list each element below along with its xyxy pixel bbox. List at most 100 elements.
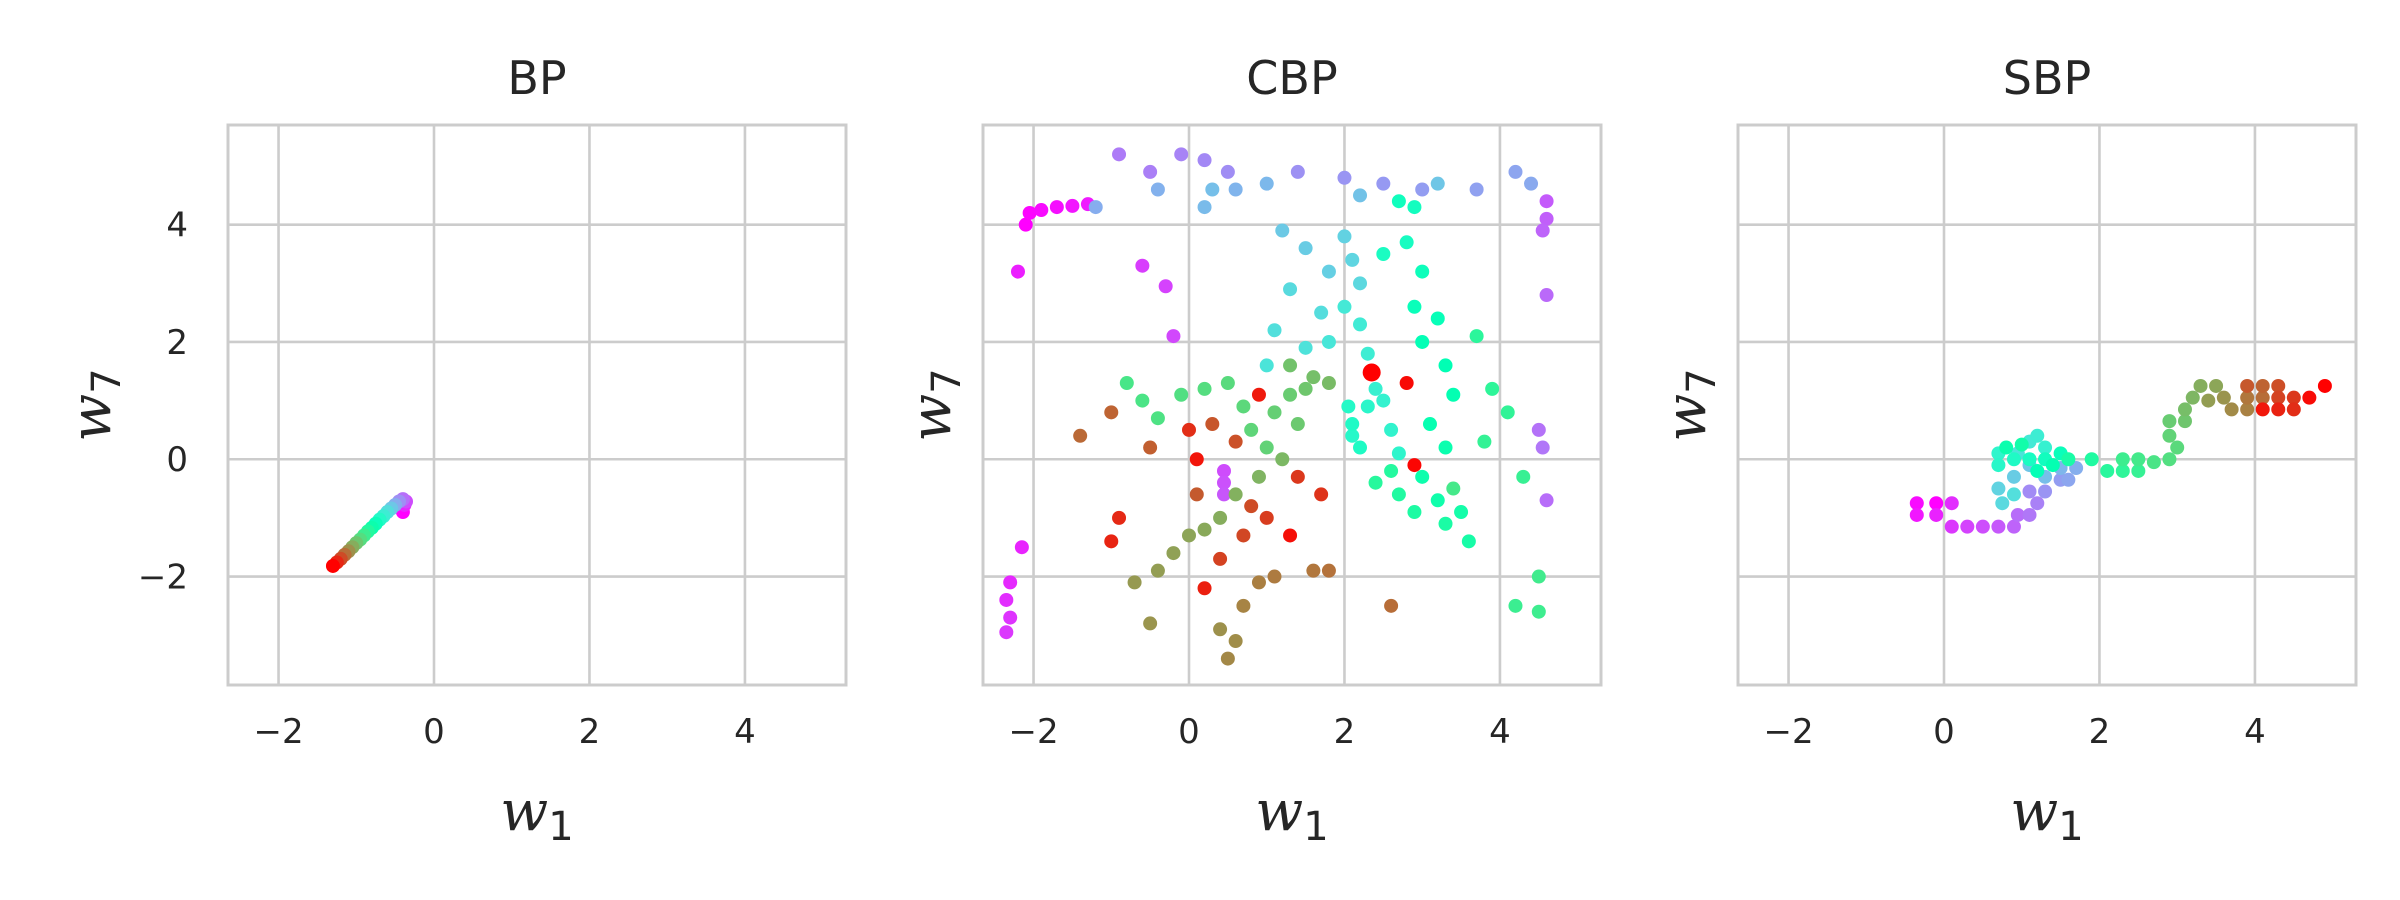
x-axis-label-sbp: w1 (2010, 779, 2083, 850)
data-point (1267, 569, 1282, 584)
data-point (1524, 176, 1539, 191)
subplot-sbp: −2 0 2 4 SBP w1 w7 (1654, 51, 2358, 850)
plot-area-sbp (1738, 125, 2356, 685)
data-point (2170, 440, 2185, 455)
data-point (2317, 378, 2332, 393)
data-point (2115, 463, 2130, 478)
y-axis-label-subscript-cbp: 7 (924, 368, 970, 393)
data-point (2006, 519, 2021, 534)
data-point (1314, 487, 1329, 502)
data-point (1073, 428, 1088, 443)
data-point (2209, 378, 2224, 393)
data-point (2131, 463, 2146, 478)
points-bp (325, 492, 414, 573)
data-point (1337, 170, 1352, 185)
x-tick-label: 0 (423, 712, 445, 752)
data-point (1259, 358, 1274, 373)
data-point (1321, 334, 1336, 349)
data-point (2115, 452, 2130, 467)
data-point (1104, 534, 1119, 549)
data-point (1298, 241, 1313, 256)
data-point (1034, 203, 1049, 218)
data-point (1174, 387, 1189, 402)
data-point (1065, 198, 1080, 213)
data-point (1430, 176, 1445, 191)
data-point (1909, 496, 1924, 511)
y-tick-label: 2 (166, 323, 188, 363)
data-point (1049, 200, 1064, 215)
data-point (1298, 381, 1313, 396)
data-point (1166, 546, 1181, 561)
data-point (1535, 440, 1550, 455)
data-point (1422, 417, 1437, 432)
data-point (1143, 164, 1158, 179)
data-point (1991, 519, 2006, 534)
data-point (1321, 376, 1336, 391)
data-point (1438, 440, 1453, 455)
data-point (2100, 463, 2115, 478)
data-point (1220, 651, 1235, 666)
data-point (1003, 610, 1018, 625)
data-point (1944, 496, 1959, 511)
data-point (1251, 575, 1266, 590)
y-tick-label: 0 (166, 440, 188, 480)
data-point (1929, 496, 1944, 511)
x-axis-label-bp: w1 (500, 779, 573, 850)
data-point (1929, 507, 1944, 522)
y-axis-label-subscript-bp: 7 (84, 368, 130, 393)
data-point (1391, 446, 1406, 461)
data-point (1112, 147, 1127, 162)
data-point (1399, 235, 1414, 250)
y-axis-label-base-cbp: w (899, 394, 964, 442)
data-point (2224, 402, 2239, 417)
data-point (2010, 507, 2025, 522)
data-point (1228, 634, 1243, 649)
data-point (2185, 390, 2200, 405)
data-point (1376, 176, 1391, 191)
x-axis-label-subscript-bp: 1 (548, 804, 573, 850)
data-point (1182, 422, 1196, 437)
data-point (1244, 422, 1259, 437)
data-point (1283, 528, 1298, 543)
data-point (2177, 414, 2192, 429)
data-point (1197, 581, 1212, 596)
data-point (2162, 452, 2177, 467)
data-point (1454, 505, 1469, 520)
data-point (1290, 417, 1305, 432)
data-point (1158, 279, 1173, 294)
plot-area-bp (228, 125, 846, 685)
grid-cbp (983, 125, 1601, 685)
data-point (1216, 487, 1231, 502)
data-point (1500, 405, 1515, 420)
x-tick-label: 4 (734, 712, 756, 752)
y-axis-label-base-sbp: w (1654, 394, 1719, 442)
data-point (1220, 164, 1235, 179)
data-point (1975, 519, 1990, 534)
data-point (2286, 402, 2301, 417)
data-point (2131, 452, 2146, 467)
data-point (1960, 519, 1975, 534)
data-point (2177, 402, 2192, 417)
data-point (1321, 563, 1336, 578)
data-point (1197, 153, 1212, 168)
data-point (1362, 363, 1381, 382)
x-tick-label: 0 (1933, 712, 1955, 752)
data-point (1430, 311, 1445, 326)
data-point (2146, 455, 2161, 470)
data-point (1143, 616, 1158, 631)
data-point (2271, 390, 2286, 405)
data-point (1150, 563, 1165, 578)
data-point (2240, 402, 2255, 417)
data-point (2302, 390, 2317, 405)
data-point (2240, 390, 2255, 405)
data-point (1539, 288, 1554, 303)
data-point (1135, 258, 1150, 273)
data-point (1314, 305, 1329, 320)
data-point (2193, 378, 2208, 393)
data-point (2216, 390, 2231, 405)
x-axis-label-base-sbp: w (2010, 779, 2058, 844)
plot-area-cbp (983, 125, 1601, 685)
frame-bp (226, 123, 848, 687)
data-point (2201, 393, 2216, 408)
